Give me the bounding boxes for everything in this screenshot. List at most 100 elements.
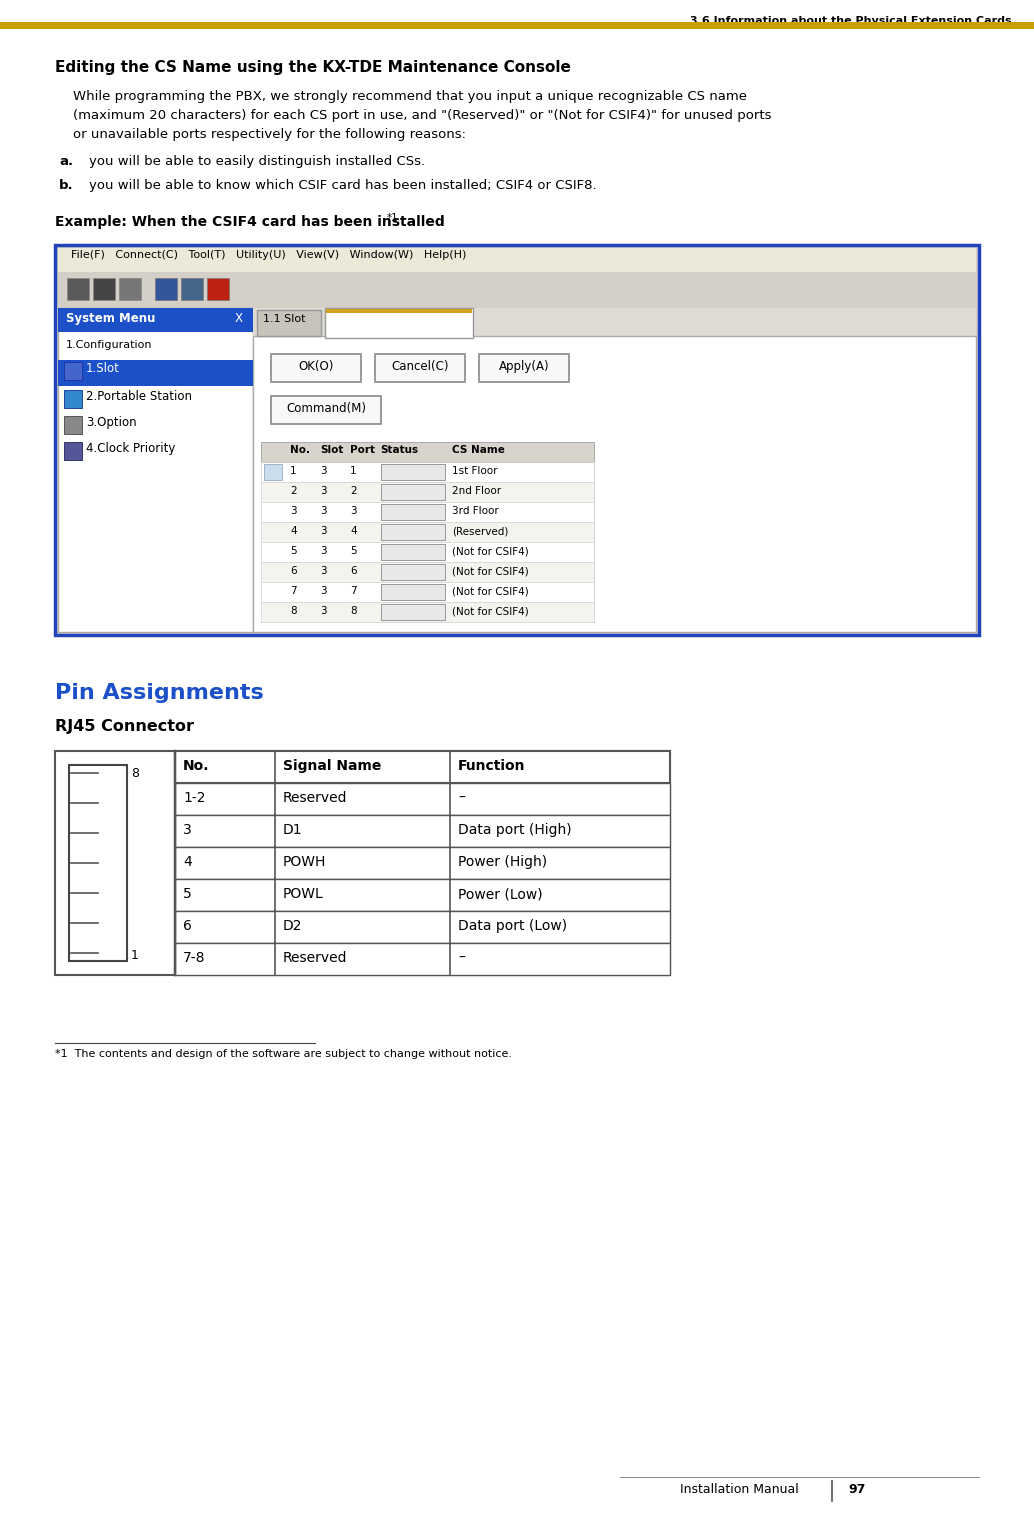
Text: 1.Slot: 1.Slot xyxy=(86,362,120,375)
Bar xyxy=(58,360,253,386)
Text: 2nd Floor: 2nd Floor xyxy=(452,486,501,497)
Bar xyxy=(375,354,465,381)
Bar xyxy=(175,848,670,880)
Bar xyxy=(119,278,141,299)
Text: Fault: Fault xyxy=(401,606,425,617)
Text: 3.6 Information about the Physical Extension Cards: 3.6 Information about the Physical Exten… xyxy=(691,17,1012,26)
Bar xyxy=(261,562,594,582)
Text: No.: No. xyxy=(183,760,210,773)
Text: Fault: Fault xyxy=(401,586,425,595)
Text: 3: 3 xyxy=(320,606,327,617)
Text: INS: INS xyxy=(405,466,421,475)
Bar xyxy=(55,245,979,635)
Text: 8: 8 xyxy=(131,767,139,779)
Text: 3: 3 xyxy=(320,466,327,475)
Bar xyxy=(58,272,976,308)
Text: 1st Floor: 1st Floor xyxy=(452,466,497,475)
Text: Reserved: Reserved xyxy=(283,791,347,805)
Text: 7: 7 xyxy=(290,586,297,595)
Bar xyxy=(58,308,253,632)
Text: *1: *1 xyxy=(387,213,399,223)
Bar xyxy=(381,583,445,600)
Text: Apply(A): Apply(A) xyxy=(498,360,549,374)
Text: CS Name: CS Name xyxy=(452,445,505,456)
Text: 3: 3 xyxy=(349,506,357,516)
Text: (Not for CSIF4): (Not for CSIF4) xyxy=(452,567,528,576)
Text: 3: 3 xyxy=(320,526,327,536)
Bar xyxy=(381,504,445,519)
Text: 3: 3 xyxy=(320,567,327,576)
Text: 1-2: 1-2 xyxy=(183,791,206,805)
Text: Slot: Slot xyxy=(320,445,343,456)
Bar xyxy=(325,308,473,339)
Text: you will be able to easily distinguish installed CSs.: you will be able to easily distinguish i… xyxy=(89,155,425,169)
Text: 3: 3 xyxy=(290,506,297,516)
Text: 7-8: 7-8 xyxy=(183,951,206,965)
Text: INS: INS xyxy=(405,506,421,516)
Bar xyxy=(175,943,670,975)
Text: 3: 3 xyxy=(320,486,327,497)
Text: 5: 5 xyxy=(183,887,191,901)
Text: (maximum 20 characters) for each CS port in use, and "(Reserved)" or "(Not for C: (maximum 20 characters) for each CS port… xyxy=(73,109,771,122)
Bar xyxy=(181,278,203,299)
Text: –: – xyxy=(458,791,465,805)
Text: No.: No. xyxy=(290,445,310,456)
Text: Power (High): Power (High) xyxy=(458,855,547,869)
Text: System Menu: System Menu xyxy=(66,311,155,325)
Text: Data port (High): Data port (High) xyxy=(458,823,572,837)
Text: (Reserved): (Reserved) xyxy=(452,526,509,536)
Text: 3rd Floor: 3rd Floor xyxy=(452,506,498,516)
Bar xyxy=(207,278,229,299)
Text: 2: 2 xyxy=(349,486,357,497)
Text: Data port (Low): Data port (Low) xyxy=(458,919,567,933)
Text: (Not for CSIF4): (Not for CSIF4) xyxy=(452,606,528,617)
Bar xyxy=(381,485,445,500)
Bar xyxy=(58,308,253,333)
Bar xyxy=(381,605,445,620)
Text: 1: 1 xyxy=(131,949,139,962)
Text: Installation Manual: Installation Manual xyxy=(680,1483,798,1496)
Bar xyxy=(381,544,445,561)
Bar xyxy=(175,782,670,816)
Text: –: – xyxy=(458,951,465,965)
Text: RJ45 Connector: RJ45 Connector xyxy=(55,718,194,734)
Bar xyxy=(64,442,82,460)
Bar xyxy=(0,21,1034,29)
Bar xyxy=(261,542,594,562)
Text: Fault: Fault xyxy=(401,567,425,576)
Text: 5: 5 xyxy=(290,545,297,556)
Text: 3: 3 xyxy=(320,545,327,556)
Text: 3: 3 xyxy=(320,586,327,595)
Bar xyxy=(175,816,670,848)
Text: X: X xyxy=(235,311,243,325)
Bar xyxy=(175,880,670,911)
Bar xyxy=(479,354,569,381)
Text: b.: b. xyxy=(59,179,73,191)
Text: 4: 4 xyxy=(290,526,297,536)
Bar xyxy=(175,911,670,943)
Text: 6: 6 xyxy=(349,567,357,576)
Text: Fault: Fault xyxy=(401,545,425,556)
Text: Port Property - CSIF Port: Port Property - CSIF Port xyxy=(333,314,467,324)
Bar xyxy=(271,396,381,424)
Bar xyxy=(67,278,89,299)
Text: 8: 8 xyxy=(349,606,357,617)
Text: or unavailable ports respectively for the following reasons:: or unavailable ports respectively for th… xyxy=(73,128,466,141)
Text: 3: 3 xyxy=(183,823,191,837)
Bar xyxy=(93,278,115,299)
Text: Power (Low): Power (Low) xyxy=(458,887,543,901)
Text: 1: 1 xyxy=(349,466,357,475)
Text: Example: When the CSIF4 card has been installed: Example: When the CSIF4 card has been in… xyxy=(55,216,445,229)
Bar xyxy=(175,750,670,782)
Bar xyxy=(271,354,361,381)
Text: While programming the PBX, we strongly recommend that you input a unique recogni: While programming the PBX, we strongly r… xyxy=(73,90,747,103)
Text: Reserved: Reserved xyxy=(283,951,347,965)
Bar xyxy=(155,278,177,299)
Bar xyxy=(261,523,594,542)
Text: D1: D1 xyxy=(283,823,303,837)
Text: (Not for CSIF4): (Not for CSIF4) xyxy=(452,586,528,595)
Bar xyxy=(326,308,472,313)
Text: (Not for CSIF4): (Not for CSIF4) xyxy=(452,545,528,556)
Bar xyxy=(261,462,594,482)
Text: 4: 4 xyxy=(183,855,191,869)
